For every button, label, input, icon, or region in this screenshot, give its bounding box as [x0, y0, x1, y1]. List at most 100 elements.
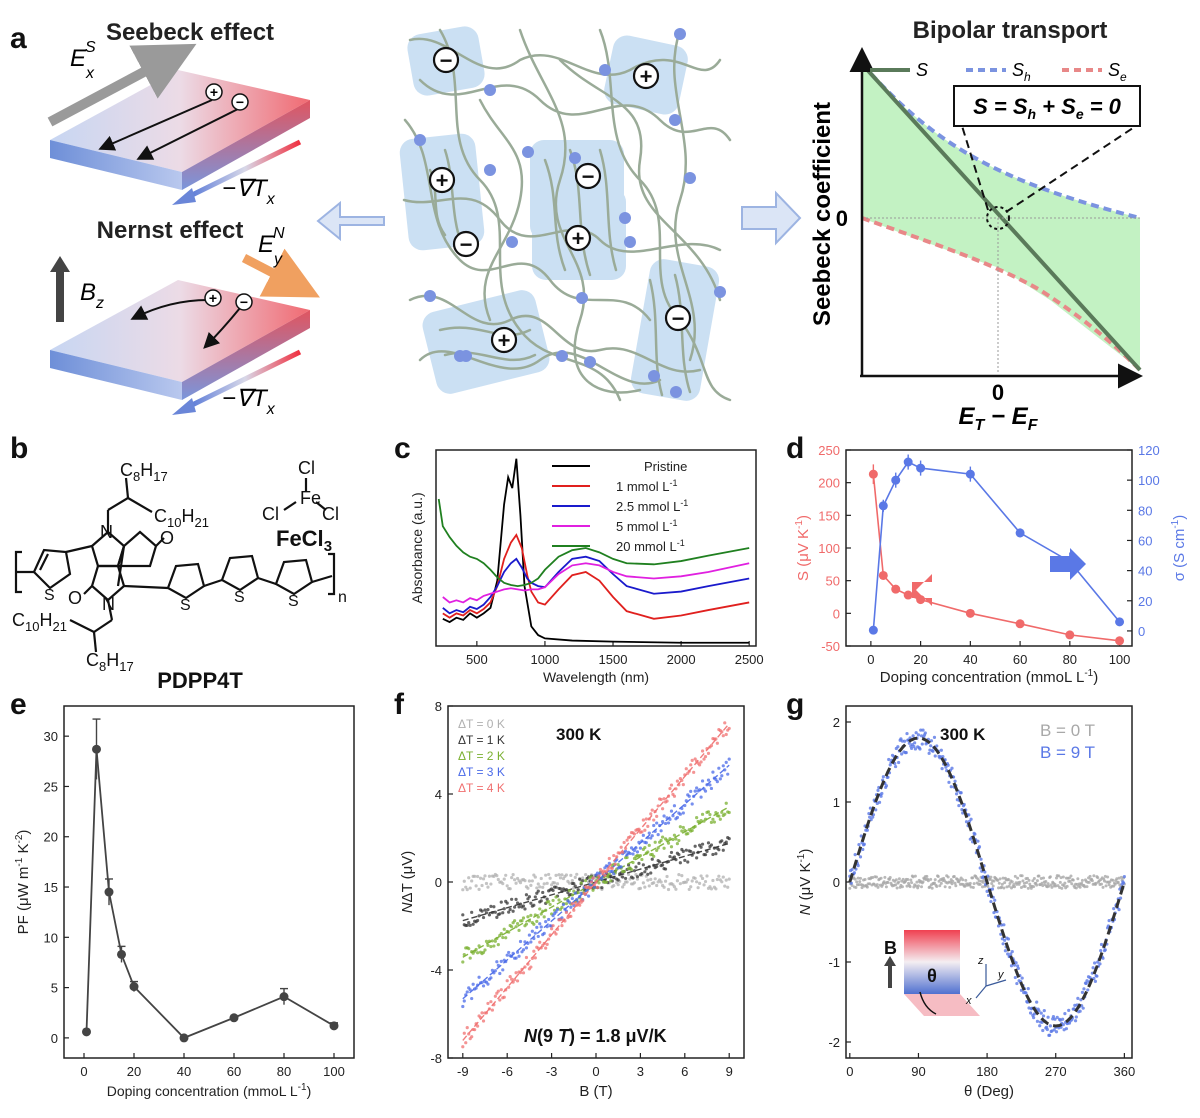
data-point [714, 887, 718, 891]
data-point [649, 877, 653, 882]
data-point [857, 883, 861, 887]
inset-b-arrowhead [884, 956, 896, 966]
data-point [720, 880, 724, 884]
data-point [957, 803, 961, 808]
data-point [703, 853, 708, 857]
data-point [681, 825, 685, 830]
data-point-0-7 [1065, 630, 1075, 640]
data-point [895, 886, 899, 890]
data-point [476, 1024, 480, 1028]
doping-s-ytick-label: 200 [818, 476, 840, 491]
data-point [569, 914, 573, 918]
legend-label-2: 2.5 mmol L-1 [616, 498, 688, 514]
data-point [530, 879, 534, 883]
data-point [861, 847, 865, 852]
data-point [521, 904, 526, 908]
electron-arrow [136, 107, 241, 160]
data-point [678, 882, 682, 886]
data-point [527, 879, 531, 883]
data-point [1023, 884, 1027, 888]
data-point [465, 923, 469, 927]
data-point [573, 891, 577, 895]
data-point-0-0 [868, 469, 878, 479]
data-point [953, 779, 957, 783]
data-point [1003, 949, 1007, 953]
data-point [507, 930, 511, 934]
data-point [874, 808, 878, 812]
curve-sh [860, 62, 1141, 220]
data-point [988, 877, 992, 881]
data-point [920, 885, 924, 889]
data-point [717, 874, 721, 878]
data-point [483, 948, 487, 952]
data-point [1001, 942, 1005, 946]
data-point [508, 907, 512, 912]
data-point [1035, 1000, 1039, 1004]
data-point [947, 780, 951, 784]
data-point [490, 1008, 494, 1012]
inset-axis-z-label: z [977, 955, 984, 967]
data-point [856, 864, 860, 868]
data-point [515, 921, 520, 926]
data-point [576, 890, 580, 895]
data-point [465, 1026, 469, 1030]
data-point [897, 880, 901, 884]
data-point [612, 853, 616, 858]
data-point [644, 817, 648, 821]
data-point [1012, 882, 1016, 886]
data-point [1071, 878, 1075, 882]
series-points-4 [461, 721, 731, 1049]
data-point [709, 743, 714, 748]
data-point [1116, 880, 1120, 884]
data-point [859, 834, 863, 838]
data-point-0-3 [903, 590, 913, 600]
nernst-angle-ytick-label: 2 [833, 715, 840, 730]
electron-curve-arrow [203, 307, 241, 349]
data-point [901, 877, 905, 881]
data-point [875, 875, 879, 879]
data-point [681, 783, 685, 787]
temperature-annotation: 300 K [556, 725, 602, 744]
data-point [1103, 879, 1107, 883]
data-point [1026, 987, 1030, 991]
data-point [687, 887, 691, 892]
data-point [471, 982, 475, 986]
data-point [1000, 882, 1004, 886]
data-point [554, 873, 558, 877]
data-point [1096, 876, 1100, 880]
data-point [1054, 1030, 1059, 1034]
sigma-axis-arrow [1050, 548, 1086, 580]
data-point [1047, 884, 1051, 888]
data-point-1-4 [916, 463, 926, 473]
data-point [481, 915, 486, 920]
data-point [1088, 874, 1092, 878]
legend-label-4: 20 mmol L-1 [616, 538, 685, 554]
data-point [624, 846, 628, 851]
x-axis-label: Doping concentration (mmoL L-1) [880, 668, 1098, 686]
data-point [490, 968, 494, 972]
data-point [919, 728, 923, 732]
data-point [666, 859, 671, 864]
data-point [558, 918, 563, 922]
data-point [515, 950, 520, 954]
n-delta-t-ytick-label: 8 [435, 699, 442, 714]
data-point [868, 815, 872, 819]
data-point [481, 984, 486, 988]
y-axis-label: N (μV K-1) [796, 849, 814, 916]
chain-c8h17-top: C8H17 [120, 460, 168, 484]
data-point [687, 794, 691, 798]
data-point [493, 994, 497, 998]
cl-top: Cl [298, 458, 315, 478]
data-point [911, 734, 915, 738]
data-point [666, 821, 671, 825]
n-delta-t-ytick-label: 4 [435, 787, 442, 802]
data-point [894, 883, 898, 887]
data-point [711, 817, 715, 821]
data-point [921, 880, 925, 884]
data-point [517, 954, 521, 958]
data-point [461, 913, 465, 917]
data-point [996, 878, 1000, 882]
data-point [662, 814, 666, 818]
data-point [933, 878, 937, 882]
data-point [486, 982, 490, 986]
